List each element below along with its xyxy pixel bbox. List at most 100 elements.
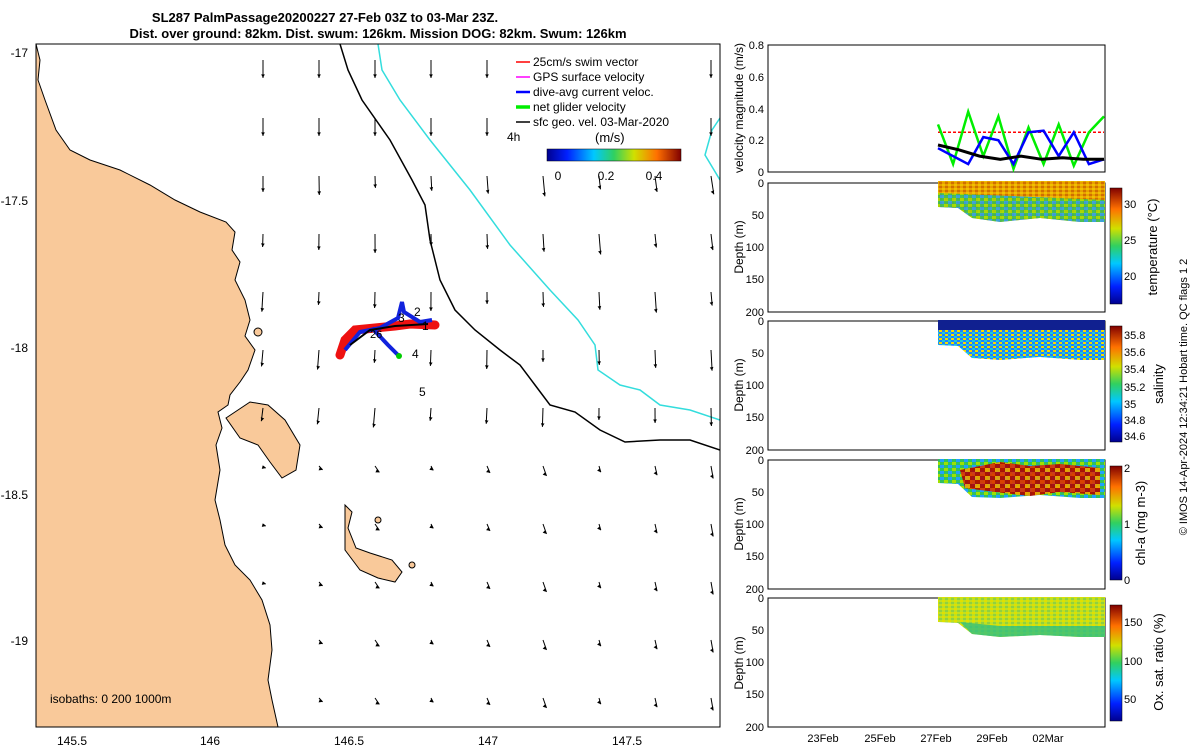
oxygen-cbar-tick: 150 bbox=[1124, 617, 1142, 629]
depth-tick: 200 bbox=[746, 445, 764, 457]
velocity-arrow-head bbox=[486, 585, 490, 589]
velocity-arrow-head bbox=[373, 132, 377, 136]
title-line-2: Dist. over ground: 82km. Dist. swum: 126… bbox=[129, 26, 626, 41]
salinity-cbar-label: salinity bbox=[1151, 364, 1166, 404]
temperature-deep-layer bbox=[938, 193, 1105, 222]
velocity-arrow-head bbox=[373, 249, 377, 253]
oxygen-cbar-tick: 100 bbox=[1124, 656, 1142, 668]
velocity-arrow bbox=[430, 523, 434, 529]
velocity-arrow-head bbox=[597, 361, 601, 365]
salinity-colorbar bbox=[1109, 325, 1123, 443]
depth-tick: 200 bbox=[746, 307, 764, 319]
legend-note: 4h bbox=[507, 130, 520, 144]
map-panel: 1 2 3 4 5 26 25cm/s swim vector GPS surf… bbox=[1, 43, 721, 748]
velocity-arrow-head bbox=[542, 646, 547, 650]
velocity-arrow-head bbox=[486, 527, 490, 531]
oxygen-panel: 50 100 150 Ox. sat. ratio (%) Depth (m) … bbox=[732, 593, 1166, 734]
velocity-arrow-head bbox=[429, 466, 434, 471]
velocity-arrow-head bbox=[429, 582, 434, 587]
velocity-arrow-head bbox=[540, 423, 545, 427]
chla-cbar-tick: 0 bbox=[1124, 575, 1130, 587]
velocity-arrow bbox=[430, 639, 434, 645]
depth-tick: 150 bbox=[746, 274, 764, 286]
velocity-arrow-head bbox=[261, 523, 266, 527]
velocity-series bbox=[936, 107, 1105, 173]
coastline-land bbox=[36, 44, 279, 727]
island-hinchinbrook bbox=[225, 401, 301, 479]
velocity-arrow bbox=[374, 639, 380, 647]
colorbar-tick: 0.4 bbox=[646, 169, 663, 183]
velocity-arrow-head bbox=[373, 359, 377, 363]
oxygen-ylabel: Depth (m) bbox=[732, 636, 746, 689]
depth-tick: 50 bbox=[752, 487, 764, 499]
velocity-arrow-head bbox=[373, 304, 377, 308]
velocity-arrow-head bbox=[260, 307, 265, 312]
velocity-arrow-head bbox=[486, 643, 490, 647]
chla-maximum bbox=[960, 462, 1100, 496]
velocity-arrow bbox=[486, 639, 491, 648]
velocity-arrow-head bbox=[710, 648, 714, 653]
velocity-arrow-head bbox=[318, 699, 323, 703]
lon-axis: 145.5 146 146.5 147 147.5 bbox=[57, 734, 642, 748]
velocity-arrow-head bbox=[541, 358, 545, 362]
velocity-arrow-head bbox=[317, 246, 321, 250]
velocity-arrow-head bbox=[597, 416, 601, 420]
velocity-arrow-head bbox=[597, 700, 601, 705]
velocity-arrow-head bbox=[709, 301, 714, 306]
time-tick-label: 02Mar bbox=[1032, 733, 1064, 745]
velocity-arrow-head bbox=[653, 703, 658, 708]
velocity-arrow-head bbox=[429, 640, 434, 645]
salinity-cbar-tick: 34.8 bbox=[1124, 415, 1145, 427]
depth-tick: 100 bbox=[746, 519, 764, 531]
velocity-panel: 0 0.2 0.4 0.6 0.8 velocity magnitude (m/… bbox=[732, 40, 1106, 179]
depth-tick: 50 bbox=[752, 210, 764, 222]
salinity-cbar-tick: 35.2 bbox=[1124, 382, 1145, 394]
velocity-arrow-head bbox=[485, 132, 489, 136]
velocity-arrow-head bbox=[429, 416, 433, 421]
depth-tick: 150 bbox=[746, 689, 764, 701]
depth-tick: 0 bbox=[758, 316, 764, 328]
velocity-arrow-head bbox=[261, 188, 265, 192]
island-small bbox=[374, 516, 382, 524]
salinity-surface bbox=[938, 320, 1105, 330]
track-blue-branch bbox=[370, 326, 400, 357]
section-panels: 30 25 20 temperature (°C) Depth (m) 0 50… bbox=[732, 178, 1166, 734]
velocity-arrow-head bbox=[429, 307, 433, 311]
time-axis: 23Feb 25Feb 27Feb 29Feb 02Mar bbox=[807, 733, 1064, 745]
velocity-arrow-head bbox=[486, 701, 490, 705]
temperature-ylabel: Depth (m) bbox=[732, 220, 746, 273]
chla-cbar-tick: 1 bbox=[1124, 519, 1130, 531]
isobath-1000m bbox=[377, 44, 720, 421]
waypoint-label: 26 bbox=[370, 329, 382, 341]
velocity-arrow bbox=[486, 523, 491, 532]
velocity-arrow bbox=[430, 465, 434, 471]
oxygen-cbar-tick: 50 bbox=[1124, 694, 1136, 706]
velocity-yticks: 0 0.2 0.4 0.6 0.8 bbox=[749, 40, 764, 179]
velocity-arrow-head bbox=[261, 465, 266, 469]
velocity-arrow-head bbox=[429, 132, 433, 136]
velocity-arrow-head bbox=[375, 701, 380, 705]
lat-tick-label: -18 bbox=[11, 341, 29, 355]
velocity-arrow-head bbox=[597, 468, 601, 473]
waypoint-label: 1 bbox=[422, 319, 429, 333]
velocity-arrow bbox=[430, 697, 434, 703]
velocity-arrow-head bbox=[653, 645, 658, 650]
velocity-arrow-head bbox=[375, 527, 380, 531]
track-end-marker bbox=[396, 353, 402, 359]
velocity-arrow-head bbox=[372, 423, 376, 428]
velocity-arrow-head bbox=[261, 74, 265, 78]
velocity-arrow-head bbox=[710, 190, 715, 195]
velocity-arrow-head bbox=[375, 643, 380, 647]
velocity-arrow bbox=[486, 581, 491, 590]
velocity-arrow-head bbox=[375, 585, 380, 589]
velocity-ytick: 0 bbox=[758, 167, 764, 179]
velocity-arrow-head bbox=[709, 132, 713, 136]
velocity-ylabel: velocity magnitude (m/s) bbox=[732, 43, 746, 173]
chla-panel: 0 1 2 chl-a (mg m-3) Depth (m) 0 50 100 … bbox=[732, 455, 1148, 596]
velocity-arrow bbox=[318, 581, 323, 587]
time-tick-label: 25Feb bbox=[864, 733, 895, 745]
isobath-1000m-east bbox=[704, 117, 720, 181]
map-legend: 25cm/s swim vector GPS surface velocity … bbox=[507, 55, 682, 183]
lon-tick-label: 147.5 bbox=[612, 734, 642, 748]
